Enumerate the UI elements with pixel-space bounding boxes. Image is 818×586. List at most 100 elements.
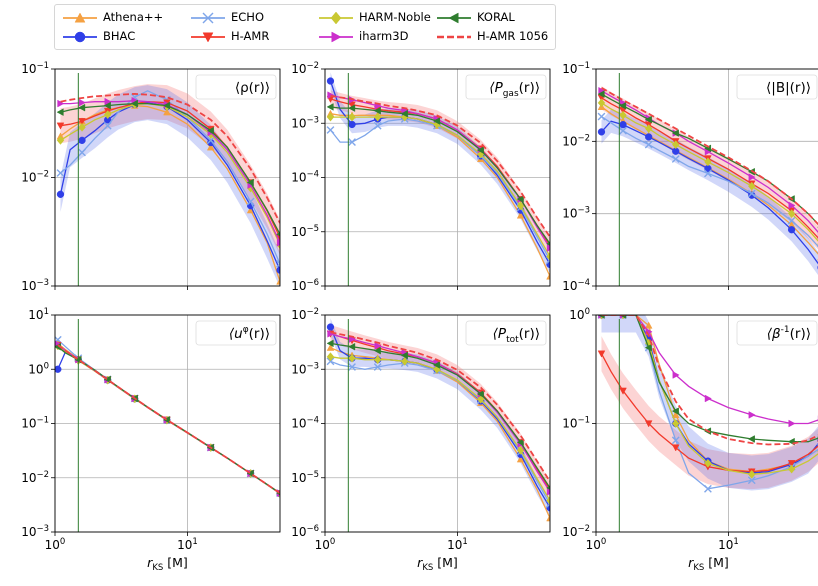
marker-echo [671, 436, 680, 445]
panel-label-box: ⟨Ptot(r)⟩ [465, 320, 547, 346]
series-line-athena [601, 106, 818, 255]
marker-bhac [348, 120, 356, 129]
marker-harm [704, 157, 712, 167]
marker-hamr [787, 460, 796, 468]
panel-label: ⟨Ptot(r)⟩ [493, 326, 540, 345]
marker-echo [103, 121, 112, 130]
series-line-iharm [601, 315, 818, 425]
marker-hamr [644, 420, 653, 428]
marker-bhac [276, 266, 280, 274]
marker-hamr [56, 122, 65, 130]
y-tick-label: 10−2 [291, 61, 319, 76]
marker-harm [516, 201, 525, 211]
marker-echo [348, 138, 356, 146]
panel-pgas: 10−2 10−3 10−4 10−5 10−6 ⟨Pgas(r)⟩ [291, 61, 551, 293]
marker-echo [348, 363, 356, 371]
legend-swatch [191, 32, 225, 43]
x-tick-label: 101 [447, 537, 468, 552]
marker-athena [276, 277, 280, 285]
marker-harm [348, 112, 356, 122]
y-tick-label: 10−2 [291, 307, 319, 322]
plot-area [56, 73, 280, 286]
marker-echo [373, 121, 382, 130]
panel-label-box: ⟨Pgas(r)⟩ [465, 74, 547, 100]
series-line-harm [330, 356, 550, 501]
y-tick-label: 101 [28, 307, 49, 322]
panel-label-bg [195, 74, 277, 100]
series-line-harm [601, 102, 818, 242]
marker-harm [373, 355, 382, 365]
plot-area [326, 72, 550, 286]
marker-echo-b [747, 189, 756, 198]
legend-marker [74, 12, 86, 23]
marker-bhac [326, 323, 335, 331]
y-tick-label: 10−5 [291, 470, 319, 485]
panel-label: ⟨Pgas(r)⟩ [489, 80, 540, 99]
marker-hamr [671, 444, 680, 452]
marker-echo-b [348, 363, 356, 371]
x-tick-label: 100 [315, 537, 336, 552]
legend-marker-b [202, 12, 214, 24]
marker-echo [671, 155, 680, 163]
panel-label: ⟨|B|(r)⟩ [766, 80, 811, 96]
y-tick-label: 100 [28, 361, 49, 376]
marker-koral [373, 346, 381, 355]
panel-label-bg [736, 320, 818, 346]
marker-echo [619, 126, 627, 135]
marker-koral [747, 435, 755, 443]
marker-harm [644, 124, 653, 134]
band-bhac [601, 109, 818, 275]
marker-iharm [748, 411, 756, 419]
marker-bhac [619, 121, 627, 129]
marker-echo-b [326, 357, 335, 366]
marker-bhac [597, 128, 606, 136]
marker-koral [516, 195, 524, 203]
marker-echo-b [206, 136, 215, 145]
marker-harm [787, 464, 796, 474]
panel-label-box: ⟨ρ(r)⟩ [195, 74, 277, 100]
y-tick-label: 10−2 [562, 524, 590, 539]
marker-harm [516, 445, 525, 455]
marker-echo-b [787, 216, 796, 225]
marker-bhac [78, 136, 86, 144]
marker-echo [644, 140, 653, 149]
marker-iharm [748, 173, 756, 181]
marker-hamr [78, 118, 86, 126]
marker-koral [516, 438, 524, 447]
y-tick-label: 10−4 [562, 278, 590, 293]
marker-echo-b [619, 126, 627, 135]
legend-marker [202, 32, 214, 43]
series-line-echo [601, 116, 818, 248]
marker-echo [246, 197, 255, 206]
marker-koral [671, 407, 679, 415]
series-line-koral [330, 342, 550, 489]
marker-echo [78, 148, 86, 157]
series-line-harm [330, 116, 550, 257]
marker-koral [373, 106, 381, 115]
legend-marker [331, 31, 342, 43]
marker-harm [56, 135, 65, 145]
marker-koral [476, 390, 484, 398]
marker-harm [672, 419, 680, 428]
y-tick-label: 10−2 [21, 470, 49, 485]
series-line-koral [330, 106, 550, 245]
series-line-iharm [60, 100, 280, 244]
marker-harm [619, 110, 627, 120]
marker-iharm [788, 201, 796, 210]
panel-bmag: 10−1 10−2 10−3 10−4 ⟨|B|(r)⟩ [562, 61, 818, 293]
y-tick-label: 10−6 [291, 524, 319, 539]
y-tick-label: 10−3 [21, 278, 49, 293]
marker-echo-b [747, 476, 756, 485]
y-tick-label: 10−1 [562, 416, 590, 431]
band-hamr [60, 84, 280, 255]
marker-koral [246, 469, 254, 478]
marker-koral [619, 101, 627, 110]
marker-echo [206, 136, 215, 145]
plot-area [55, 319, 280, 532]
marker-iharm [374, 342, 382, 350]
series-line-hamr [600, 353, 818, 473]
y-tick-label: 100 [569, 307, 590, 322]
y-tick-label: 10−3 [21, 524, 49, 539]
marker-echo [56, 169, 65, 177]
